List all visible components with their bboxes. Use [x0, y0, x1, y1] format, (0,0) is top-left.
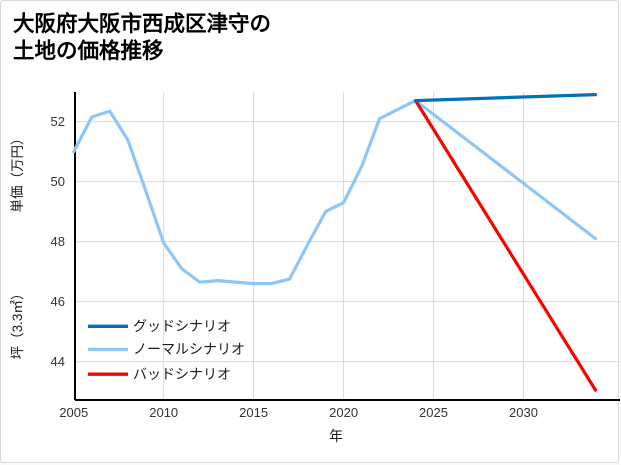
svg-text:44: 44 — [51, 354, 65, 369]
svg-text:ノーマルシナリオ: ノーマルシナリオ — [133, 341, 245, 357]
svg-text:坪（3.3㎡）: 坪（3.3㎡） — [10, 287, 25, 360]
svg-text:バッドシナリオ: バッドシナリオ — [133, 366, 231, 382]
svg-text:2015: 2015 — [239, 405, 268, 420]
svg-text:年: 年 — [329, 428, 343, 444]
svg-text:46: 46 — [51, 294, 65, 309]
svg-text:2005: 2005 — [59, 405, 88, 420]
svg-text:52: 52 — [51, 114, 65, 129]
svg-text:48: 48 — [51, 234, 65, 249]
svg-text:2025: 2025 — [419, 405, 448, 420]
svg-text:2010: 2010 — [149, 405, 178, 420]
svg-text:グッドシナリオ: グッドシナリオ — [133, 318, 231, 334]
svg-text:単価（万円）: 単価（万円） — [10, 132, 25, 213]
svg-text:2030: 2030 — [509, 405, 538, 420]
svg-text:50: 50 — [51, 174, 65, 189]
svg-text:2020: 2020 — [329, 405, 358, 420]
